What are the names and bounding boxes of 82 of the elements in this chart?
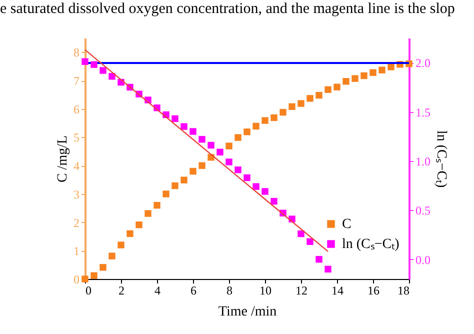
point — [216, 148, 224, 156]
point — [288, 103, 296, 110]
point — [244, 174, 250, 182]
point — [370, 69, 376, 76]
point — [324, 266, 332, 273]
point — [342, 78, 350, 85]
point — [90, 61, 98, 68]
point — [108, 73, 116, 80]
x-tick-label: 16 — [368, 284, 380, 298]
y-tick-label: 8 — [74, 46, 80, 60]
point — [298, 100, 304, 107]
y-tick-label: 6 — [74, 102, 80, 116]
y2-axis-title: ln (Cₛ−Cₜ) — [434, 130, 448, 188]
y-tick-label: 2 — [74, 216, 80, 230]
x-tick-label: 2 — [118, 284, 124, 298]
x-tick-label: 14 — [332, 284, 344, 298]
x-tick-label: 10 — [260, 284, 272, 298]
point — [198, 136, 206, 143]
point — [244, 128, 250, 136]
point — [252, 122, 260, 130]
y-tick-label: 7 — [74, 74, 80, 88]
point — [108, 252, 116, 260]
point — [270, 114, 278, 122]
x-tick-label: 4 — [154, 284, 160, 298]
point — [378, 66, 386, 74]
point — [298, 230, 304, 238]
y2-tick-label: 1.5 — [416, 105, 430, 120]
y2-tick-label: 0.5 — [416, 204, 430, 218]
point — [226, 158, 232, 166]
point — [208, 142, 214, 149]
x-tick-label: 12 — [296, 284, 308, 298]
point — [82, 58, 88, 65]
x-tick-label: 6 — [190, 284, 196, 298]
point — [388, 64, 394, 70]
point — [154, 202, 160, 209]
point — [190, 128, 196, 135]
legend-label: C — [342, 217, 352, 232]
point — [118, 242, 124, 248]
point — [262, 188, 268, 195]
y-tick-label: 5 — [74, 130, 80, 145]
point — [162, 190, 170, 198]
point — [316, 256, 322, 263]
y-tick-label: 0 — [74, 272, 80, 286]
y-axis-title: C /mg/L — [56, 135, 70, 183]
y-tick-label: 4 — [74, 159, 80, 174]
point — [100, 67, 106, 74]
legend-label: ln (Cₛ−Cₜ) — [342, 237, 400, 252]
point — [180, 176, 188, 184]
y-tick-label: 1 — [74, 244, 80, 258]
point — [136, 221, 142, 228]
point — [180, 123, 188, 130]
point — [262, 117, 268, 124]
point — [190, 168, 196, 175]
point — [252, 183, 260, 190]
point — [234, 134, 242, 141]
point — [172, 182, 178, 190]
point — [234, 166, 242, 174]
point — [126, 230, 134, 237]
point — [306, 238, 314, 245]
y2-tick-label: 1.0 — [416, 154, 430, 168]
x-tick-label: 0 — [86, 284, 92, 298]
y-tick-label: 3 — [74, 187, 80, 202]
y2-tick-label: 2.0 — [416, 56, 430, 70]
x-tick-label: 18 — [398, 284, 410, 298]
point — [324, 86, 332, 93]
point — [316, 92, 322, 99]
point — [226, 142, 232, 150]
point — [334, 84, 340, 90]
point — [306, 95, 314, 102]
point — [352, 75, 358, 82]
point — [198, 162, 206, 169]
point — [270, 198, 278, 205]
x-axis-title: Time /min — [218, 304, 277, 320]
y2-tick-label: 0.0 — [416, 252, 430, 267]
text: e saturated dissolved oxygen concentration, and the magenta line is the slop — [0, 1, 455, 17]
point — [172, 115, 178, 122]
point — [280, 108, 286, 116]
point — [360, 72, 368, 80]
x-tick-label: 8 — [226, 284, 232, 298]
point — [100, 264, 106, 271]
point — [144, 210, 152, 217]
point — [90, 272, 98, 279]
